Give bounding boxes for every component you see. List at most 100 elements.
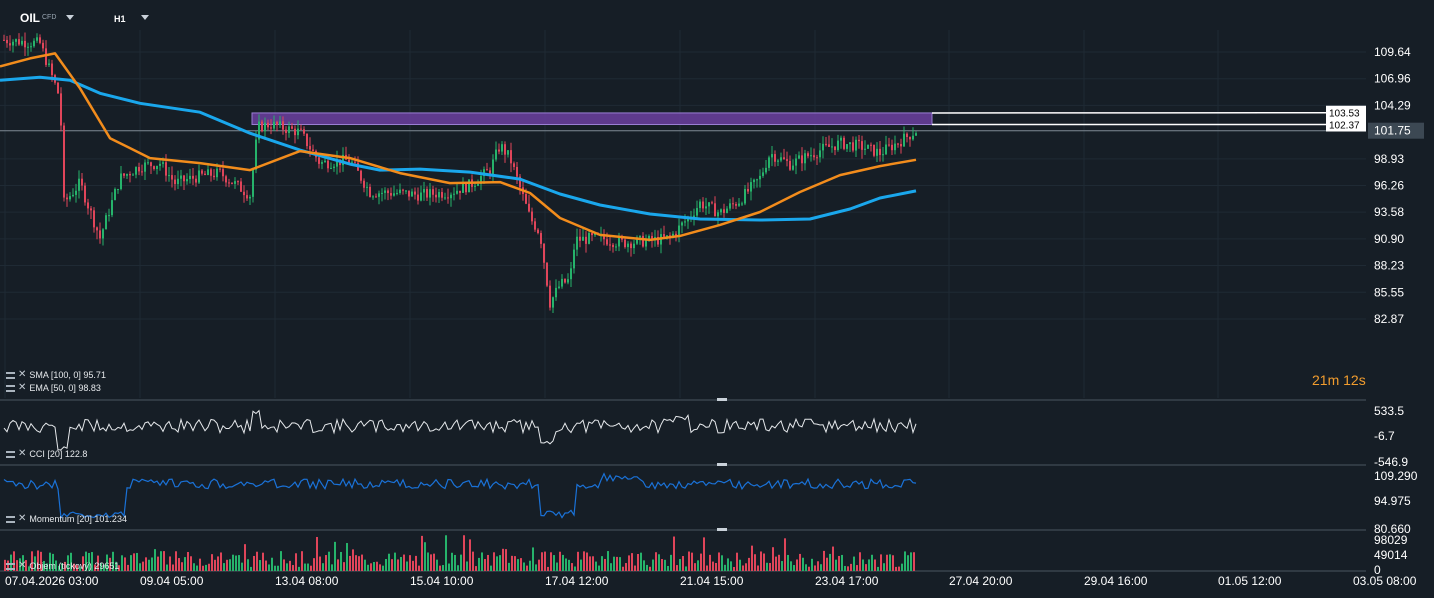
symbol-name[interactable]: OIL: [20, 11, 40, 25]
candle-body: [786, 159, 788, 161]
volume-bar: [889, 554, 891, 571]
volume-bar: [382, 565, 384, 571]
volume-bar: [496, 556, 498, 571]
candle-body: [408, 190, 410, 197]
candle-body: [303, 129, 305, 134]
candle-body: [624, 239, 626, 248]
momentum-legend[interactable]: ✕ Momentum [20] 101.234: [6, 513, 127, 525]
time-axis-label: 07.04.2026 03:00: [5, 574, 99, 588]
candle-body: [417, 194, 419, 201]
settings-icon[interactable]: [6, 562, 15, 570]
candle-body: [129, 174, 131, 176]
volume-bar: [853, 556, 855, 571]
close-icon[interactable]: ✕: [18, 369, 27, 380]
settings-icon[interactable]: [6, 384, 15, 392]
volume-bar: [754, 554, 756, 571]
volume-bar: [337, 559, 339, 571]
candle-body: [858, 139, 860, 142]
ema-legend[interactable]: ✕ EMA [50, 0] 98.83: [6, 382, 101, 394]
volume-bar: [298, 566, 300, 571]
candle-body: [480, 176, 482, 184]
volume-bar: [697, 560, 699, 571]
volume-bar: [325, 555, 327, 571]
volume-bar: [733, 566, 735, 571]
pane-resize-handle[interactable]: [717, 463, 727, 466]
price-axis-label: 85.55: [1374, 285, 1404, 299]
candle-body: [141, 171, 143, 173]
volume-bar: [313, 558, 315, 571]
volume-bar: [265, 560, 267, 571]
volume-bar: [766, 562, 768, 571]
close-icon[interactable]: ✕: [18, 382, 27, 393]
close-icon[interactable]: ✕: [18, 560, 27, 571]
volume-bar: [361, 554, 363, 571]
volume-bar: [247, 559, 249, 571]
candle-body: [57, 82, 59, 94]
candle-body: [747, 189, 749, 192]
candle-body: [837, 140, 839, 151]
volume-bar: [607, 551, 609, 571]
symbol-dropdown-icon[interactable]: [66, 15, 74, 20]
volume-bar: [721, 555, 723, 571]
timeframe-dropdown-icon[interactable]: [141, 15, 149, 20]
volume-bar: [55, 560, 57, 571]
volume-bar: [559, 551, 561, 571]
volume-bar: [130, 555, 132, 571]
volume-bar: [613, 556, 615, 571]
volume-bar: [40, 551, 42, 571]
indicator-axis-label: -546.9: [1374, 455, 1408, 469]
candle-body: [783, 157, 785, 160]
settings-icon[interactable]: [6, 515, 15, 523]
candle-body: [279, 121, 281, 126]
candle-body: [51, 63, 53, 76]
candle-body: [696, 208, 698, 216]
candle-body: [810, 155, 812, 157]
candle-body: [288, 126, 290, 133]
volume-bar: [58, 565, 60, 571]
settings-icon[interactable]: [6, 450, 15, 458]
volume-bar: [604, 558, 606, 571]
volume-bar: [394, 552, 396, 571]
volume-bar: [466, 561, 468, 571]
sma-legend[interactable]: ✕ SMA [100, 0] 95.71: [6, 369, 106, 381]
candle-body: [894, 143, 896, 151]
volume-bar: [799, 553, 801, 571]
candle-body: [342, 154, 344, 166]
candle-body: [384, 190, 386, 193]
volume-bar: [892, 555, 894, 571]
cci-legend[interactable]: ✕ CCI [20] 122.8: [6, 448, 87, 460]
pane-resize-handle[interactable]: [717, 528, 727, 531]
volume-bar: [577, 551, 579, 571]
volume-bar: [463, 535, 465, 571]
candle-body: [429, 189, 431, 198]
volume-bar: [700, 553, 702, 571]
volume-bar: [196, 565, 198, 571]
close-icon[interactable]: ✕: [18, 513, 27, 524]
volume-bar: [331, 564, 333, 571]
candle-body: [195, 178, 197, 183]
candle-body: [834, 146, 836, 151]
volume-bar: [586, 552, 588, 571]
close-icon[interactable]: ✕: [18, 448, 27, 459]
settings-icon[interactable]: [6, 371, 15, 379]
volume-bar: [415, 555, 417, 571]
candle-body: [504, 144, 506, 155]
volume-bar: [403, 554, 405, 571]
volume-bar: [187, 551, 189, 571]
candle-body: [327, 160, 329, 169]
price-axis-label: 82.87: [1374, 312, 1404, 326]
pane-resize-handle[interactable]: [717, 398, 727, 401]
indicator-panes: [3, 409, 917, 571]
volume-legend[interactable]: ✕ Objem (tickový) 29651: [6, 560, 119, 572]
candle-body: [798, 155, 800, 159]
volume-bar: [259, 560, 261, 571]
volume-bar: [151, 557, 153, 571]
candle-body: [90, 208, 92, 211]
volume-bar: [745, 563, 747, 571]
candle-body: [486, 169, 488, 171]
candle-body: [771, 154, 773, 158]
timeframe-selector[interactable]: H1: [114, 14, 126, 24]
volume-bar: [781, 561, 783, 571]
candle-body: [885, 144, 887, 155]
